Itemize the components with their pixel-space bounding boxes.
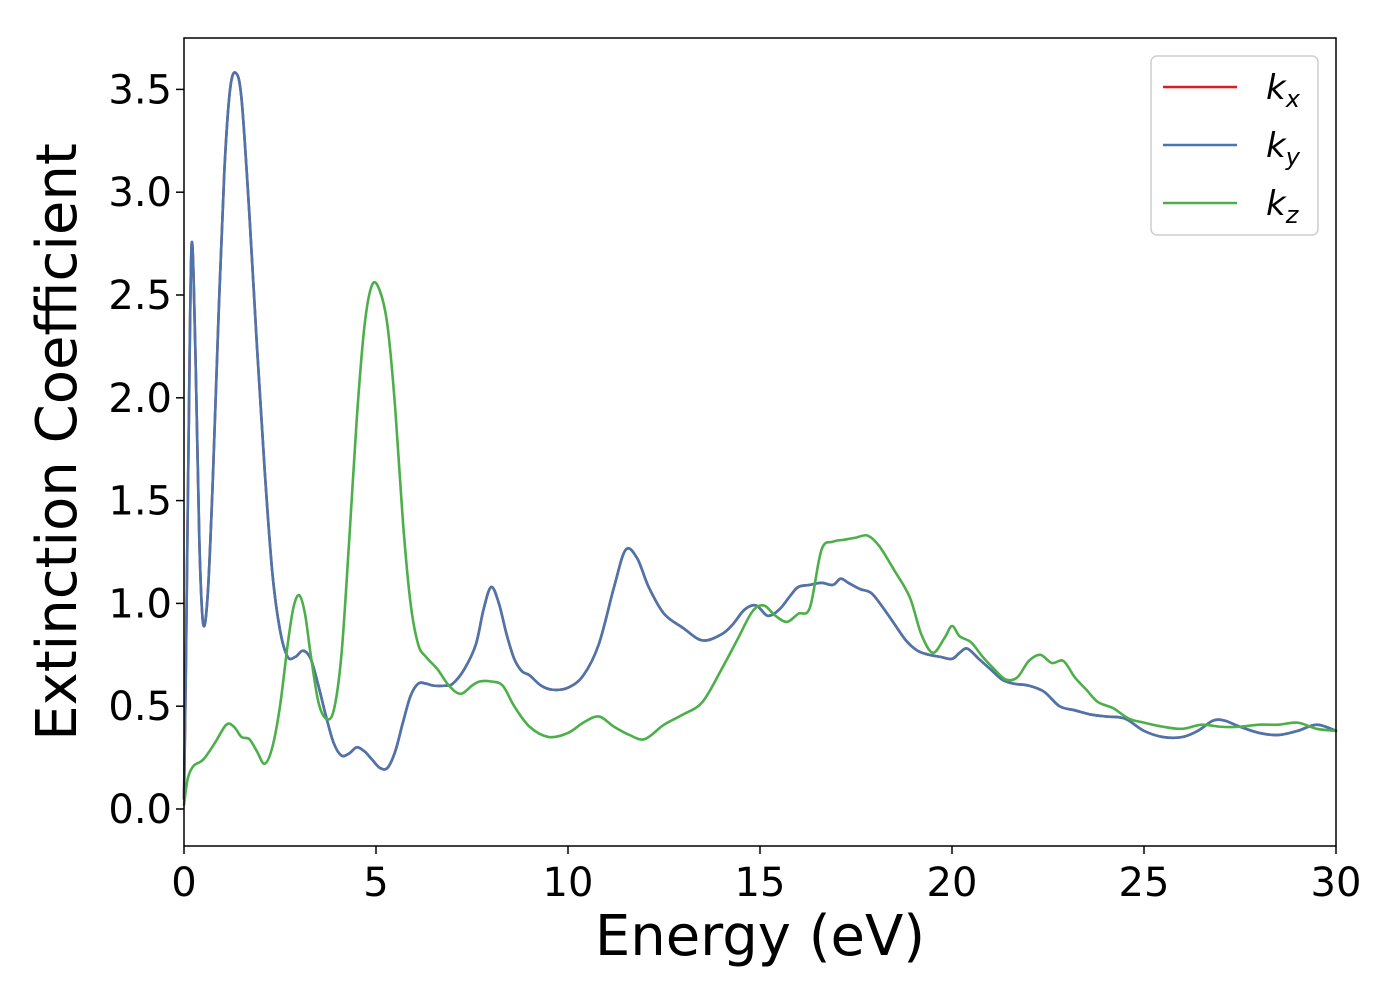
y-axis-title: Extinction Coefficient [25,143,90,741]
x-tick-label: 0 [171,860,196,906]
y-tick-label: 0.0 [108,787,172,833]
series-line-k-z [182,280,1338,807]
y-axis-ticks: 0.0 0.5 1.0 1.5 2.0 2.5 3.0 3.5 [108,67,184,833]
legend: kx ky kz [1150,55,1319,236]
x-tick-label: 30 [1311,860,1362,906]
x-axis-ticks: 0 5 10 15 20 25 30 [171,846,1361,906]
x-tick-label: 15 [735,860,786,906]
x-tick-label: 10 [543,860,594,906]
y-tick-label: 3.5 [108,67,172,113]
x-tick-label: 5 [363,860,388,906]
legend-label-k-z: kz [1266,184,1300,229]
x-tick-label: 20 [927,860,978,906]
series-line-k-y [182,71,1338,801]
x-tick-label: 25 [1119,860,1170,906]
y-tick-label: 2.5 [108,273,172,319]
y-tick-label: 0.5 [108,684,172,730]
y-tick-label: 3.0 [108,170,172,216]
legend-label-k-x: kx [1266,68,1301,113]
y-tick-label: 1.0 [108,581,172,627]
plot-series-layer [182,71,1338,807]
x-axis-title: Energy (eV) [595,904,925,969]
y-tick-label: 2.0 [108,376,172,422]
legend-label-k-y: ky [1266,126,1301,171]
y-tick-label: 1.5 [108,479,172,525]
